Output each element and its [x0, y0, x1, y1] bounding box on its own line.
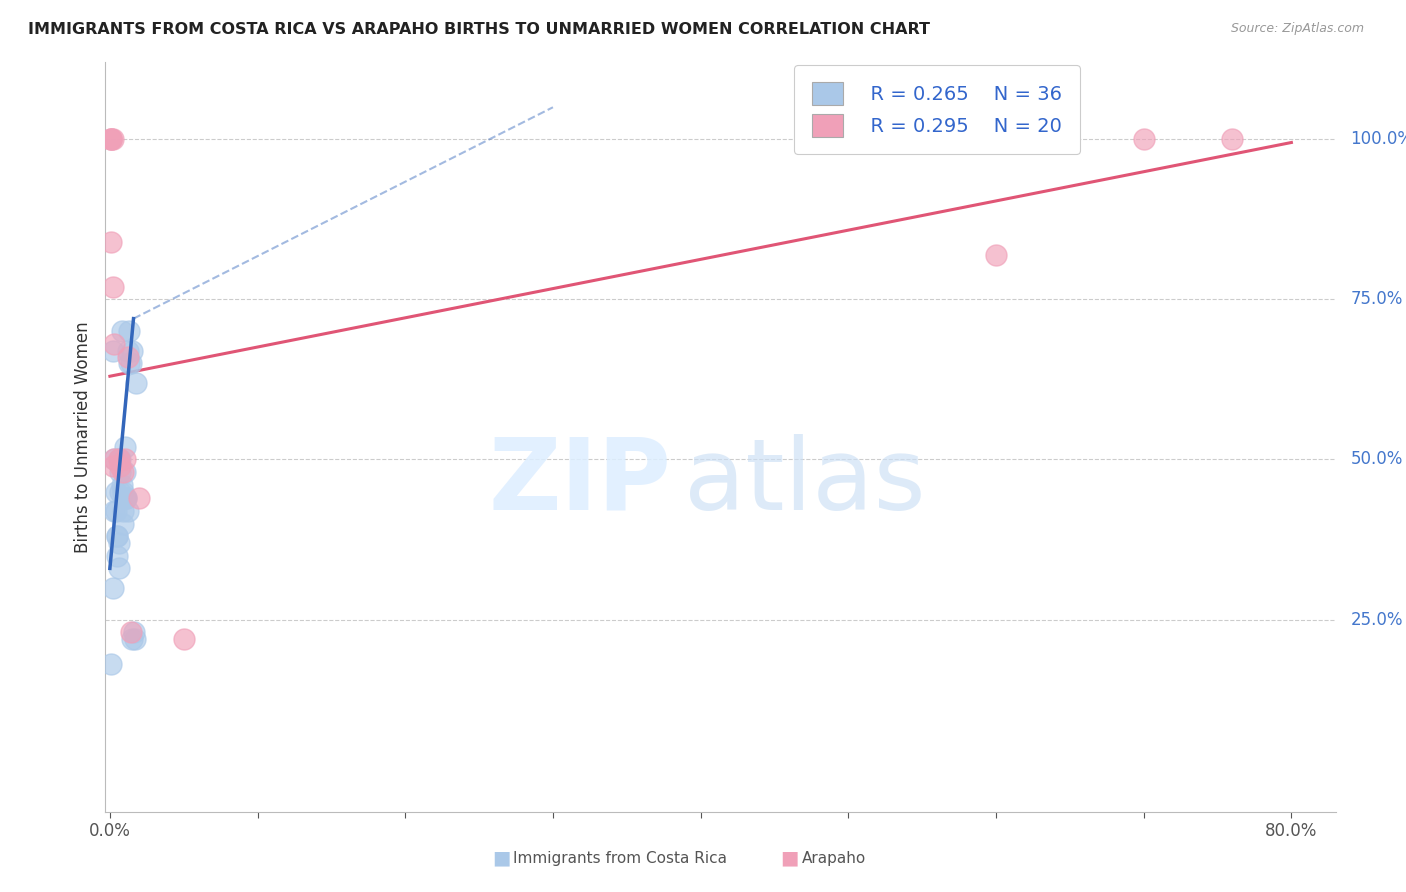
Point	[112, 516, 135, 531]
Point	[105, 529, 128, 543]
Point	[114, 491, 136, 505]
Point	[128, 491, 150, 505]
Point	[111, 325, 134, 339]
Point	[103, 337, 125, 351]
Point	[101, 458, 124, 473]
Point	[101, 343, 124, 358]
Text: 25.0%: 25.0%	[1350, 611, 1403, 629]
Point	[110, 484, 132, 499]
Point	[118, 325, 141, 339]
Point	[118, 356, 141, 370]
Point	[115, 491, 138, 505]
Point	[1220, 132, 1243, 146]
Point	[111, 478, 134, 492]
Point	[101, 279, 124, 293]
Legend:   R = 0.265    N = 36,   R = 0.295    N = 20: R = 0.265 N = 36, R = 0.295 N = 20	[794, 64, 1080, 154]
Point	[117, 350, 139, 364]
Point	[117, 504, 139, 518]
Point	[115, 491, 138, 505]
Point	[984, 247, 1007, 261]
Y-axis label: Births to Unmarried Women: Births to Unmarried Women	[73, 321, 91, 553]
Text: Arapaho: Arapaho	[801, 851, 866, 865]
Point	[110, 465, 132, 479]
Point	[114, 440, 136, 454]
Point	[117, 343, 139, 358]
Point	[100, 657, 122, 672]
Point	[100, 132, 122, 146]
Point	[100, 132, 122, 146]
Point	[107, 452, 129, 467]
Point	[100, 235, 122, 249]
Text: IMMIGRANTS FROM COSTA RICA VS ARAPAHO BIRTHS TO UNMARRIED WOMEN CORRELATION CHAR: IMMIGRANTS FROM COSTA RICA VS ARAPAHO BI…	[28, 22, 931, 37]
Point	[112, 484, 135, 499]
Point	[173, 632, 195, 646]
Point	[107, 452, 129, 467]
Point	[107, 561, 129, 575]
Point	[112, 504, 135, 518]
Point	[103, 452, 125, 467]
Point	[103, 452, 125, 467]
Point	[105, 529, 128, 543]
Point	[110, 458, 132, 473]
Text: 75.0%: 75.0%	[1350, 291, 1403, 309]
Text: Source: ZipAtlas.com: Source: ZipAtlas.com	[1230, 22, 1364, 36]
Text: ■: ■	[780, 848, 799, 868]
Point	[101, 132, 124, 146]
Text: 50.0%: 50.0%	[1350, 450, 1403, 468]
Point	[100, 132, 122, 146]
Point	[112, 465, 135, 479]
Point	[110, 452, 132, 467]
Point	[121, 632, 143, 646]
Text: atlas: atlas	[683, 434, 925, 531]
Point	[125, 376, 148, 390]
Point	[120, 356, 142, 370]
Point	[1132, 132, 1154, 146]
Point	[104, 484, 127, 499]
Point	[124, 632, 146, 646]
Point	[105, 549, 128, 563]
Point	[114, 465, 136, 479]
Point	[107, 535, 129, 549]
Point	[114, 452, 136, 467]
Point	[104, 504, 127, 518]
Point	[101, 581, 124, 595]
Text: Immigrants from Costa Rica: Immigrants from Costa Rica	[513, 851, 727, 865]
Point	[122, 625, 145, 640]
Text: 100.0%: 100.0%	[1350, 130, 1406, 148]
Text: ■: ■	[492, 848, 510, 868]
Point	[120, 625, 142, 640]
Point	[103, 504, 125, 518]
Point	[121, 343, 143, 358]
Text: ZIP: ZIP	[488, 434, 672, 531]
